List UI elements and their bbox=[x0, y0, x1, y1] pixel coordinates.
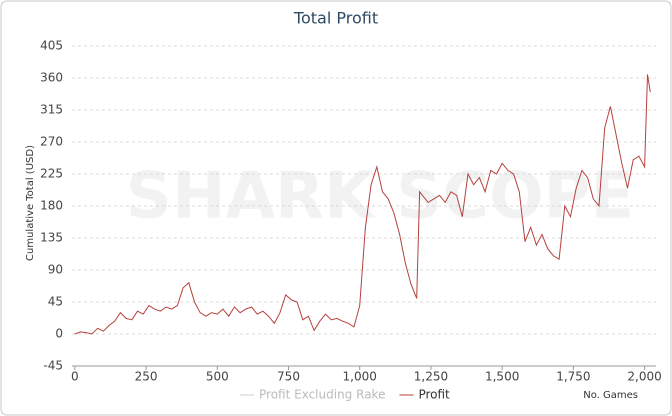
y-tick-label: 270 bbox=[40, 135, 63, 149]
profit-line bbox=[74, 74, 651, 335]
x-tick-label: 2,000 bbox=[627, 370, 661, 384]
y-tick-label: 180 bbox=[40, 199, 63, 213]
legend-label: Profit bbox=[418, 388, 450, 402]
x-tick-label: 500 bbox=[206, 370, 229, 384]
y-tick-label: 90 bbox=[48, 263, 63, 277]
x-axis-label: No. Games bbox=[583, 390, 638, 401]
y-tick-label: 45 bbox=[48, 295, 63, 309]
chart-title: Total Profit bbox=[293, 9, 378, 28]
y-tick-label: 0 bbox=[55, 327, 63, 341]
y-tick-label: -45 bbox=[43, 359, 63, 373]
x-tick-label: 1,000 bbox=[343, 370, 377, 384]
y-tick-label: 315 bbox=[40, 103, 63, 117]
x-tick-label: 750 bbox=[277, 370, 300, 384]
y-axis-label: Cumulative Total (USD) bbox=[25, 145, 36, 261]
x-tick-label: 250 bbox=[135, 370, 158, 384]
watermark: SHARK SCOPE bbox=[126, 160, 634, 234]
x-tick-label: 1,750 bbox=[556, 370, 590, 384]
x-tick-label: 0 bbox=[71, 370, 79, 384]
y-tick-label: 360 bbox=[40, 71, 63, 85]
x-tick-label: 1,250 bbox=[414, 370, 448, 384]
y-tick-label: 225 bbox=[40, 167, 63, 181]
y-tick-label: 135 bbox=[40, 231, 63, 245]
x-tick-label: 1,500 bbox=[485, 370, 519, 384]
legend-label: Profit Excluding Rake bbox=[259, 388, 385, 402]
y-tick-label: 405 bbox=[40, 39, 63, 53]
